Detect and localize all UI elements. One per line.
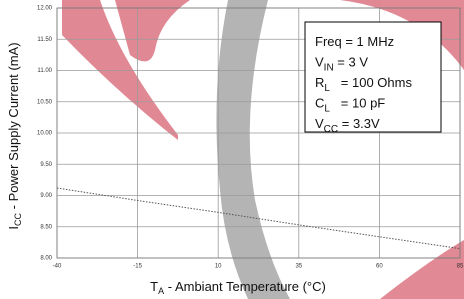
legend-line: Freq = 1 MHz — [315, 34, 394, 49]
watermark-shape — [380, 240, 464, 299]
x-tick-label: -40 — [53, 264, 62, 270]
y-tick-label: 12.00 — [37, 6, 53, 12]
legend-part: R — [315, 75, 324, 90]
legend-part: = 3 V — [334, 55, 369, 70]
label-part: - Power Supply Current (mA) — [6, 42, 21, 213]
y-tick-label: 8.00 — [40, 256, 52, 262]
x-axis-label: TA - Ambiant Temperature (°C) — [150, 279, 326, 296]
legend-part: = 10 pF — [330, 96, 385, 111]
legend-part: CC — [324, 124, 338, 135]
legend-part: V — [315, 116, 324, 131]
legend-part: V — [315, 55, 324, 70]
watermark-shape — [216, 0, 290, 299]
x-tick-label: 60 — [376, 264, 383, 270]
chart: 8.00 8.50 9.00 9.50 10.00 10.50 11.00 11.50 12.0… — [0, 0, 464, 299]
legend-part: Freq = 1 MHz — [315, 34, 394, 49]
legend-part: = 3.3V — [338, 116, 380, 131]
label-part: CC — [13, 212, 23, 225]
legend-part: IN — [324, 63, 334, 74]
y-tick-label: 11.00 — [37, 68, 52, 74]
y-tick-label: 9.50 — [40, 162, 52, 168]
legend-part: = 100 Ohms — [330, 75, 413, 90]
y-tick-label: 11.50 — [37, 37, 52, 43]
label-part: - Ambiant Temperature (°C) — [164, 279, 326, 294]
y-tick-label: 10.00 — [37, 131, 53, 137]
y-axis-label: ICC - Power Supply Current (mA) — [6, 42, 23, 229]
x-tick-label: 35 — [295, 264, 302, 270]
y-tick-label: 10.50 — [37, 99, 53, 105]
x-tick-label: 85 — [457, 264, 464, 270]
legend-part: C — [315, 96, 324, 111]
y-tick-label: 9.00 — [40, 193, 52, 199]
label-part: T — [150, 279, 158, 294]
y-tick-label: 8.50 — [40, 224, 52, 230]
x-tick-label: 10 — [215, 264, 222, 270]
x-tick-label: -15 — [133, 264, 142, 270]
watermark-shape — [115, 0, 190, 61]
